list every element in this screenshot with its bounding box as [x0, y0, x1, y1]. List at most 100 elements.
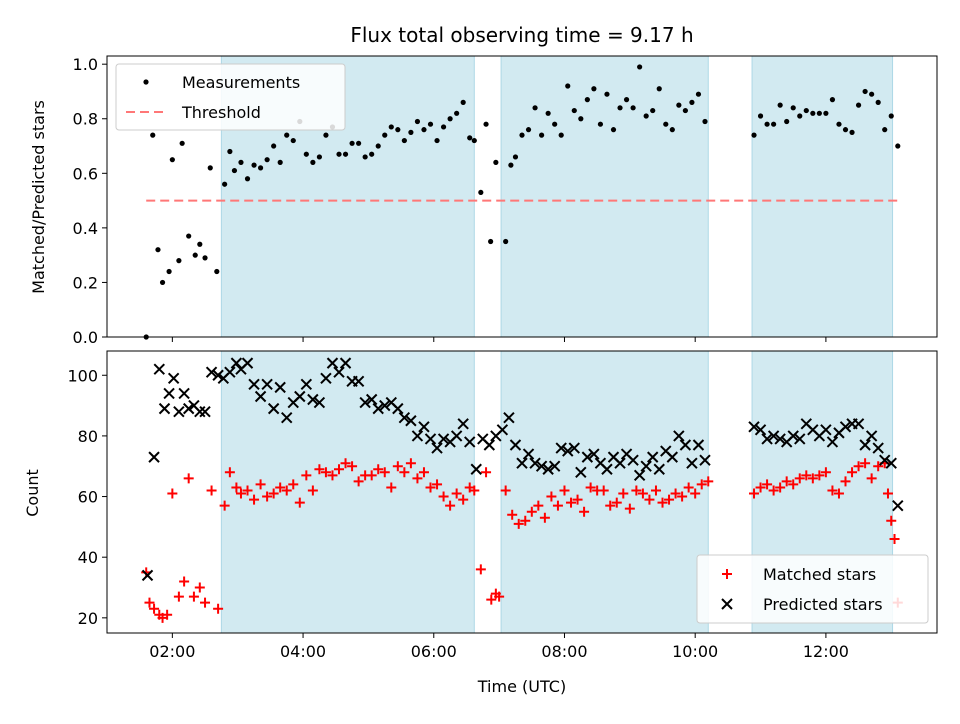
bottom-series-0-point	[579, 506, 590, 517]
bottom-series-0-point	[860, 458, 871, 469]
bottom-x-tick-label: 06:00	[411, 642, 457, 661]
bottom-series-1-point	[879, 454, 891, 466]
top-series-0-point	[512, 154, 519, 160]
bottom-series-0-point	[585, 482, 596, 493]
bottom-shaded-interval-0	[220, 350, 475, 634]
bottom-series-0-point	[526, 506, 537, 517]
bottom-series-1-point	[516, 457, 528, 469]
top-series-0-point	[440, 124, 447, 130]
bottom-series-0-point	[327, 470, 338, 481]
top-series-0-point	[823, 110, 829, 116]
bottom-series-0-point	[188, 591, 199, 602]
bottom-series-0-point	[486, 594, 497, 605]
bottom-series-1-point	[254, 390, 267, 403]
bottom-series-1-point	[339, 357, 352, 369]
bottom-series-1-point	[405, 415, 417, 427]
legend-matched-label: Matched stars	[763, 565, 876, 584]
bottom-series-1-point	[865, 430, 878, 442]
top-series-0-point	[192, 252, 198, 258]
bottom-series-1-point	[673, 430, 685, 442]
top-series-0-point	[849, 129, 855, 135]
top-series-0-point	[508, 162, 514, 168]
top-series-0-point	[630, 105, 636, 111]
bottom-series-0-point	[249, 494, 260, 505]
bottom-series-1-point	[167, 372, 180, 384]
bottom-series-1-point	[248, 378, 260, 391]
bottom-series-1-point	[588, 448, 600, 460]
top-series-0-point	[784, 118, 790, 125]
bottom-series-0-point	[605, 500, 616, 511]
bottom-series-0-point	[353, 476, 364, 487]
bottom-series-1-point	[294, 390, 306, 403]
bottom-series-1-point	[205, 366, 218, 378]
top-series-0-point	[669, 127, 675, 133]
bottom-x-tick-label: 02:00	[149, 642, 195, 661]
top-series-0-point	[238, 159, 244, 165]
top-series-0-point	[539, 132, 545, 138]
top-series-0-point	[810, 110, 816, 116]
top-series-0-point	[467, 135, 473, 141]
top-series-0-point	[663, 121, 669, 127]
bottom-series-0-point	[611, 497, 622, 508]
bottom-series-0-point	[268, 488, 279, 499]
bottom-panel: 20 40 60 80 100 02:00 04:00 06:00 08:00 10:00 12:0…	[67, 350, 938, 661]
bottom-series-0-point	[820, 467, 831, 478]
top-series-0-point	[656, 86, 662, 92]
bottom-series-0-point	[242, 485, 253, 496]
legend-predicted-label: Predicted stars	[763, 595, 883, 614]
bottom-series-1-point	[542, 463, 554, 475]
top-series-0-point	[303, 151, 309, 157]
top-series-0-point	[264, 157, 270, 163]
bottom-series-1-point	[601, 463, 613, 475]
bottom-series-0-point	[853, 461, 864, 472]
bottom-series-1-point	[633, 469, 646, 482]
bottom-series-0-point	[194, 582, 205, 593]
bottom-series-1-point	[761, 433, 773, 445]
top-series-0-point	[862, 88, 868, 95]
top-series-0-point	[414, 118, 421, 125]
top-series-0-point	[855, 102, 862, 108]
top-series-0-point	[519, 132, 525, 138]
bottom-series-0-point	[683, 482, 694, 493]
bottom-series-1-point	[464, 436, 476, 448]
top-series-0-point	[284, 132, 290, 138]
top-series-0-point	[310, 159, 316, 165]
top-series-0-point	[836, 121, 842, 127]
top-series-0-point	[493, 159, 499, 165]
bottom-series-0-point	[445, 500, 456, 511]
top-series-0-point	[388, 124, 394, 130]
bottom-series-0-point	[703, 476, 714, 487]
bottom-x-tick-label: 04:00	[280, 642, 326, 661]
bottom-series-1-point	[450, 430, 463, 442]
top-series-0-point	[895, 143, 901, 149]
bottom-axes-frame	[106, 350, 938, 634]
top-series-0-point	[842, 127, 849, 133]
bottom-series-0-point	[301, 470, 312, 481]
bottom-series-1-point	[398, 412, 411, 424]
top-series-0-point	[888, 113, 894, 119]
bottom-series-0-point	[807, 473, 818, 484]
bottom-x-tick-label: 10:00	[672, 642, 718, 661]
bottom-series-1-point	[826, 436, 839, 448]
bottom-series-0-point	[559, 485, 570, 496]
bottom-series-0-point	[889, 534, 900, 544]
bottom-series-1-point	[173, 405, 185, 418]
top-series-0-point	[356, 140, 362, 146]
top-series-0-point	[231, 167, 238, 174]
top-series-0-point	[176, 258, 182, 264]
top-y-tick-label: 0.8	[73, 110, 98, 129]
bottom-series-0-point	[379, 467, 390, 478]
bottom-y-tick-label: 100	[67, 366, 98, 385]
bottom-series-0-point	[432, 479, 443, 490]
top-series-0-point	[197, 241, 203, 247]
bottom-series-0-point	[873, 461, 884, 472]
top-series-0-point	[478, 189, 484, 196]
bottom-series-1-point	[852, 418, 865, 430]
top-series-0-point	[617, 105, 623, 111]
top-series-0-point	[257, 165, 264, 171]
bottom-series-0-point	[307, 485, 318, 496]
bottom-series-0-point	[179, 576, 190, 587]
bottom-series-0-point	[696, 479, 707, 490]
bottom-series-1-point	[411, 430, 424, 442]
top-y-tick-label: 0.0	[73, 328, 98, 347]
